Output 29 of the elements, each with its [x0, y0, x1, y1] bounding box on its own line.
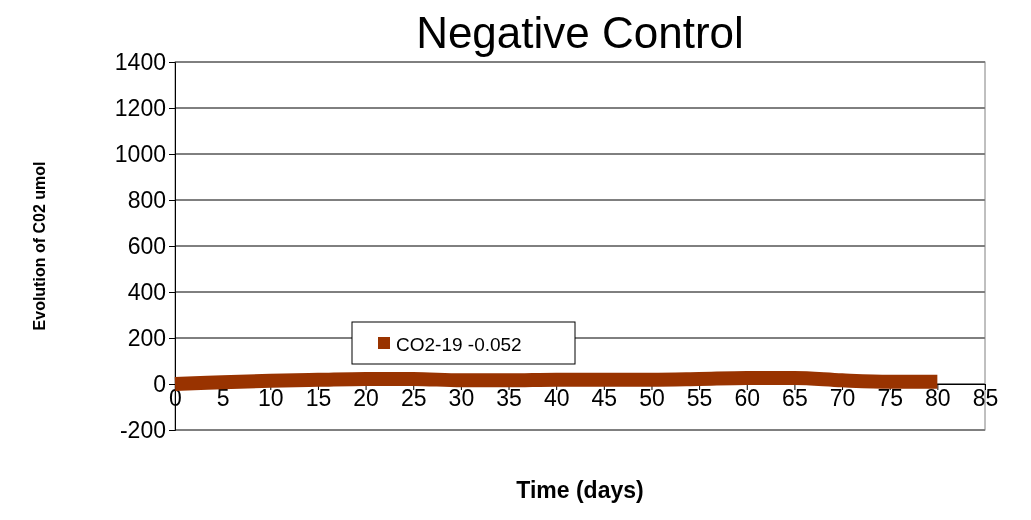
x-tick-label: 50 [639, 384, 665, 411]
y-tick-label: 800 [127, 186, 166, 213]
x-axis-title: Time (days) [516, 477, 644, 503]
x-tick-label: 55 [686, 384, 713, 411]
x-tick-label: 65 [782, 384, 808, 411]
legend-label: CO2-19 -0.052 [396, 334, 522, 355]
y-tick-label: 200 [127, 324, 166, 351]
y-tick-label: 400 [127, 278, 166, 305]
x-tick-label: 5 [216, 384, 230, 411]
y-tick-label: 1200 [114, 94, 166, 121]
y-axis-title: Evolution of C02 umol [31, 161, 48, 331]
x-tick-label: 45 [591, 384, 618, 411]
x-tick-label: 60 [734, 384, 761, 411]
x-tick-label: 15 [305, 384, 332, 411]
y-tick-label: 1400 [114, 48, 166, 75]
y-tick-label: 600 [127, 232, 166, 259]
y-tick-label: -200 [119, 416, 166, 443]
chart-title: Negative Control [416, 8, 744, 57]
x-tick-label: 10 [258, 384, 284, 411]
x-tick-label: 85 [972, 384, 999, 411]
x-tick-label: 80 [925, 384, 951, 411]
x-tick-label: 70 [829, 384, 856, 411]
x-tick-label: 20 [353, 384, 379, 411]
x-tick-label: 40 [543, 384, 570, 411]
y-tick-label: 1000 [114, 140, 166, 167]
x-tick-label: 25 [400, 384, 427, 411]
x-tick-label: 35 [496, 384, 522, 411]
x-tick-label: 75 [877, 384, 903, 411]
x-tick-label: 30 [448, 384, 475, 411]
